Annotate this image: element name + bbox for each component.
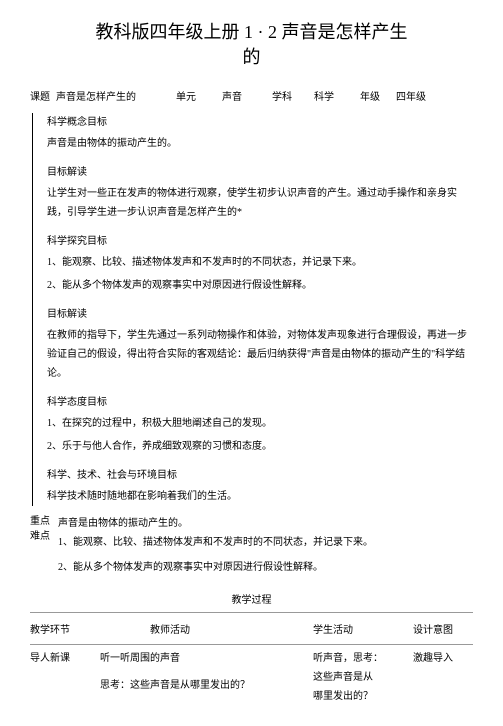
divider-line xyxy=(30,644,473,645)
subject-label: 学科 xyxy=(272,88,292,103)
concept-heading: 科学概念目标 xyxy=(47,113,473,128)
divider-line xyxy=(30,612,473,613)
objectives-block: 科学概念目标 声音是由物体的振动产生的。 目标解读 让学生对一些正在发声的物体进… xyxy=(32,113,473,506)
process-header-row: 教学环节 教师活动 学生活动 设计意图 xyxy=(30,617,473,640)
key-labels: 重点 难点 xyxy=(30,514,58,577)
key-line-3: 2、能从多个物体发声的观察事实中对原因进行假设性解释。 xyxy=(58,558,473,577)
goal2-text: 在教师的指导下，学生先通过一系列动物操作和体验，对物体发声现象进行合理假设，再进… xyxy=(47,326,473,383)
sts-heading: 科学、技术、社会与环境目标 xyxy=(47,466,473,481)
unit-label: 单元 xyxy=(176,88,196,103)
lesson-value: 声音是怎样产生的 xyxy=(56,88,136,103)
student-cell: 听声音，思考： 这些声音是从 哪里发出的？ xyxy=(313,649,413,706)
difficulty-label: 难点 xyxy=(30,529,58,544)
goal2-heading: 目标解读 xyxy=(47,305,473,320)
teacher-cell: 听一听周围的声音 思考：这些声音是从哪里发出的？ xyxy=(100,649,313,706)
key-line-2: 1、能观察、比较、描述物体发声和不发声时的不同状态，并记录下来。 xyxy=(58,533,473,552)
inquiry-heading: 科学探究目标 xyxy=(47,232,473,247)
subject-value: 科学 xyxy=(314,88,334,103)
attitude-heading: 科学态度目标 xyxy=(47,393,473,408)
grade-value: 四年级 xyxy=(396,88,426,103)
concept-text: 声音是由物体的振动产生的。 xyxy=(47,134,473,153)
goal1-text: 让学生对一些正在发声的物体进行观察，使学生初步认识声音的产生。通过动手操作和亲身… xyxy=(47,184,473,222)
lesson-label: 课题 xyxy=(30,88,50,103)
grade-label: 年级 xyxy=(360,88,380,103)
student-line-2: 这些声音是从 xyxy=(313,668,413,687)
lesson-header-row: 课题 声音是怎样产生的 单元 声音 学科 科学 年级 四年级 xyxy=(30,88,473,103)
teacher-line-1: 听一听周围的声音 xyxy=(100,649,313,668)
col-student: 学生活动 xyxy=(313,621,413,636)
col-intent: 设计意图 xyxy=(413,621,473,636)
process-title: 教学过程 xyxy=(30,591,473,606)
unit-value: 声音 xyxy=(222,88,242,103)
sts-text: 科学技术随时随地都在影响着我们的生活。 xyxy=(47,487,473,506)
col-phase: 教学环节 xyxy=(30,621,100,636)
intent-cell: 激趣导入 xyxy=(413,649,473,706)
title-line-1: 教科版四年级上册 1 · 2 声音是怎样产生 xyxy=(96,22,408,42)
col-teacher: 教师活动 xyxy=(100,621,313,636)
goal1-heading: 目标解读 xyxy=(47,163,473,178)
attitude-item-2: 2、乐于与他人合作，养成细致观察的习惯和态度。 xyxy=(47,437,473,456)
student-line-1: 听声音，思考： xyxy=(313,649,413,668)
key-points-section: 重点 难点 声音是由物体的振动产生的。 1、能观察、比较、描述物体发声和不发声时… xyxy=(30,514,473,577)
document-title: 教科版四年级上册 1 · 2 声音是怎样产生 的 xyxy=(30,20,473,70)
inquiry-item-1: 1、能观察、比较、描述物体发声和不发声时的不同状态，并记录下来。 xyxy=(47,253,473,272)
attitude-item-1: 1、在探究的过程中，积极大胆地阐述自己的发现。 xyxy=(47,414,473,433)
focus-label: 重点 xyxy=(30,514,58,529)
student-line-3: 哪里发出的？ xyxy=(313,687,413,706)
process-row: 导人新课 听一听周围的声音 思考：这些声音是从哪里发出的？ 听声音，思考： 这些… xyxy=(30,649,473,706)
key-line-1: 声音是由物体的振动产生的。 xyxy=(58,514,473,533)
inquiry-item-2: 2、能从多个物体发声的观察事实中对原因进行假设性解释。 xyxy=(47,276,473,295)
teacher-line-2: 思考：这些声音是从哪里发出的？ xyxy=(100,676,313,695)
phase-cell: 导人新课 xyxy=(30,649,100,706)
key-content: 声音是由物体的振动产生的。 1、能观察、比较、描述物体发声和不发声时的不同状态，… xyxy=(58,514,473,577)
title-line-2: 的 xyxy=(243,47,261,67)
